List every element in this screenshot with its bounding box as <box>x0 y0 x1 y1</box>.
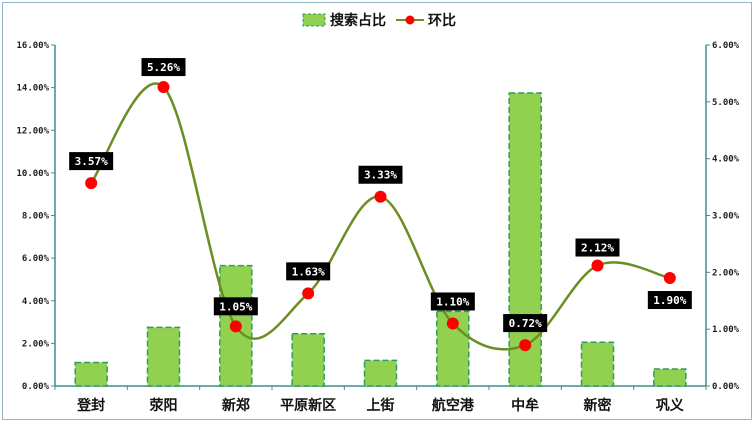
bar <box>146 326 181 387</box>
data-label: 2.12% <box>581 242 614 255</box>
data-label-box <box>69 152 114 171</box>
data-label-box <box>503 314 548 333</box>
line-marker <box>374 190 387 203</box>
legend-marker-swatch <box>405 15 415 25</box>
line-series <box>85 81 676 352</box>
legend-bar-label: 搜索占比 <box>330 12 386 29</box>
legend-line-label: 环比 <box>428 12 456 29</box>
category-label: 新郑 <box>222 397 250 414</box>
line-marker <box>229 320 242 333</box>
data-label: 1.10% <box>436 295 469 308</box>
right-tick-label: 2.00% <box>712 268 740 278</box>
left-tick-label: 6.00% <box>22 254 50 264</box>
category-label: 航空港 <box>432 397 475 414</box>
data-label-box <box>286 262 331 281</box>
right-tick-label: 0.00% <box>712 382 740 392</box>
data-label-box <box>647 291 692 310</box>
right-tick-label: 6.00% <box>712 41 740 51</box>
data-label: 1.05% <box>219 300 252 313</box>
left-tick-label: 12.00% <box>16 126 49 136</box>
data-label: 1.63% <box>292 265 325 278</box>
category-label: 上街 <box>367 397 395 414</box>
left-tick-label: 8.00% <box>22 212 50 222</box>
data-label-box <box>141 58 186 77</box>
data-label: 0.72% <box>509 317 542 330</box>
data-label-box <box>358 165 403 184</box>
line-marker <box>663 272 676 285</box>
line-marker <box>157 81 170 94</box>
legend: 搜索占比 环比 <box>302 12 456 29</box>
category-label: 新密 <box>584 397 612 414</box>
category-label: 中牟 <box>511 397 539 414</box>
bar <box>363 359 398 387</box>
left-tick-label: 14.00% <box>16 84 49 94</box>
data-label-box <box>430 292 475 311</box>
bar <box>580 341 615 387</box>
data-label: 5.26% <box>147 61 180 74</box>
right-tick-label: 3.00% <box>712 212 740 222</box>
line-marker <box>302 287 315 300</box>
data-labels: 3.57% 5.26% 1.05% 1.63% 3.33% 1.10% 0.72% 2.12%… <box>69 58 692 333</box>
bar <box>74 361 108 387</box>
line-marker <box>446 317 459 330</box>
category-label: 登封 <box>76 397 105 414</box>
left-tick-label: 0.00% <box>22 382 50 392</box>
left-tick-label: 10.00% <box>16 169 49 179</box>
bar <box>291 333 325 387</box>
bar <box>653 368 687 387</box>
right-tick-label: 1.00% <box>712 325 740 335</box>
chart-frame <box>2 2 752 420</box>
data-label-box <box>575 238 620 257</box>
line-marker <box>519 339 532 352</box>
line-marker <box>85 177 98 190</box>
right-tick-label: 5.00% <box>712 98 740 108</box>
data-label-box <box>213 297 258 316</box>
data-label: 3.57% <box>75 155 108 168</box>
legend-bar-swatch <box>302 13 326 27</box>
category-label: 巩义 <box>656 397 684 414</box>
line-marker <box>591 259 604 272</box>
data-label: 1.90% <box>653 294 686 307</box>
right-tick-label: 4.00% <box>712 155 740 165</box>
data-label: 3.33% <box>364 169 397 182</box>
left-tick-label: 16.00% <box>16 41 49 51</box>
axes: 0.00% 2.00% 4.00% 6.00% 8.00% 10.00% 12.00% 14.… <box>16 41 739 414</box>
left-tick-label: 4.00% <box>22 297 50 307</box>
line-path <box>90 82 671 351</box>
left-tick-label: 2.00% <box>22 339 50 349</box>
category-label: 荥阳 <box>150 397 178 414</box>
category-label: 平原新区 <box>280 397 336 414</box>
